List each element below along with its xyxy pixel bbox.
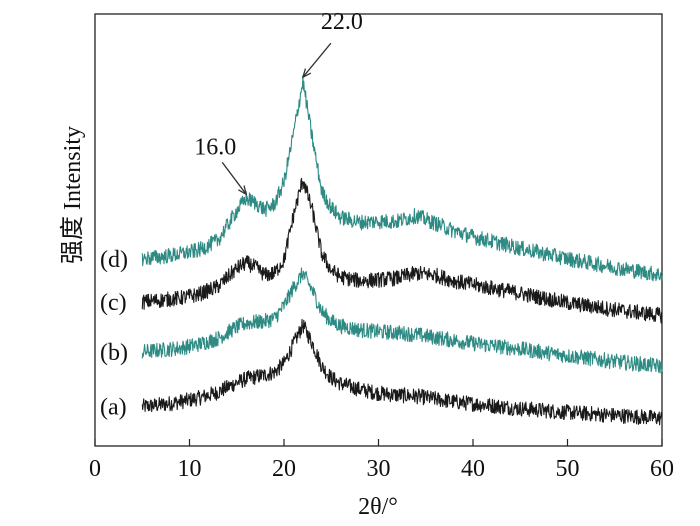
- series-layer: [141, 75, 663, 426]
- annotation-label-1: 22.0: [321, 9, 363, 35]
- series-2-label: (b): [100, 340, 128, 366]
- series-4-label: (d): [100, 247, 128, 273]
- series-2-line: [141, 267, 663, 374]
- series-1-line: [141, 318, 663, 426]
- annotation-arrow-1: [302, 42, 332, 78]
- x-tick-label-10: 10: [178, 456, 202, 482]
- series-label-layer: (a) (b) (c) (d): [100, 247, 128, 421]
- x-tick-label-20: 20: [272, 456, 296, 482]
- annotation-arrow-2: [221, 161, 247, 195]
- annotation-arrowhead-1: [301, 68, 312, 79]
- plot-frame: [94, 13, 663, 447]
- x-tick-label-30: 30: [367, 456, 391, 482]
- annotation-layer: 22.0 16.0: [194, 9, 363, 196]
- annotation-label-2: 16.0: [194, 134, 236, 160]
- series-3-line: [141, 177, 663, 324]
- series-4-line: [141, 75, 663, 282]
- annotation-arrowhead-2: [238, 185, 248, 196]
- x-tick-label-0: 0: [89, 456, 101, 482]
- x-axis-ticks: 0 10 20 30 40 50 60: [89, 439, 674, 482]
- x-tick-label-60: 60: [650, 456, 674, 482]
- x-tick-label-50: 50: [556, 456, 580, 482]
- series-3-label: (c): [100, 290, 127, 316]
- x-tick-label-40: 40: [461, 456, 485, 482]
- x-axis-label: 2θ/°: [358, 494, 398, 520]
- y-axis-label: 强度 Intensity: [59, 126, 86, 264]
- series-1-label: (a): [100, 395, 127, 421]
